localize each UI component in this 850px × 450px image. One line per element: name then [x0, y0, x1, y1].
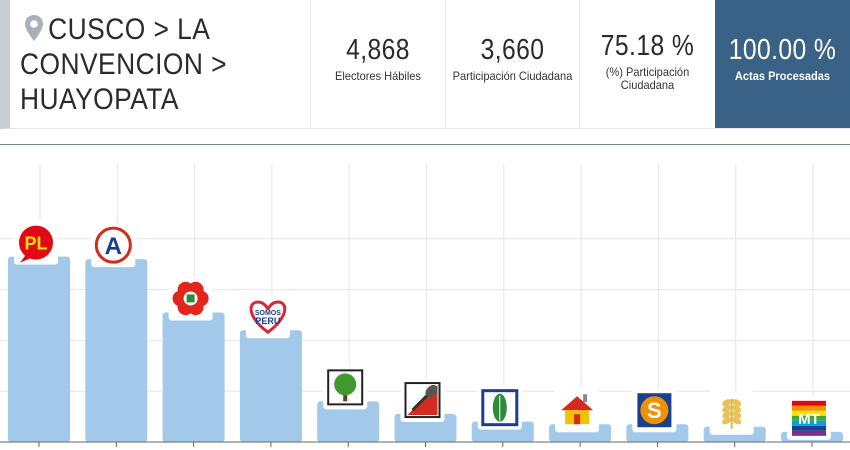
- stat-participacion-ciudadana: 3,660 Participación Ciudadana: [445, 0, 579, 129]
- stat-value: 3,660: [480, 34, 545, 66]
- logo-shape: [792, 410, 826, 416]
- stat-value: 100.00 %: [728, 34, 837, 66]
- stat-electores-habiles: 4,868 Electores Hábiles: [310, 0, 445, 129]
- map-pin-icon: [25, 15, 43, 41]
- logo-shape: [722, 405, 732, 413]
- logo-shape: [19, 225, 53, 260]
- logo-shape: [792, 420, 826, 426]
- logo-shape: [574, 414, 581, 425]
- header-divider: [0, 144, 850, 145]
- logo-shape: [792, 405, 826, 411]
- logo-shape: [722, 411, 732, 419]
- logo-shape: [792, 400, 826, 406]
- logo-shape: [94, 226, 132, 264]
- logo-shape: [732, 411, 742, 419]
- logo-text: PERU: [255, 316, 280, 326]
- accion-popular-logo: A: [91, 223, 136, 268]
- stat-actas-procesadas: 100.00 % Actas Procesadas: [715, 0, 850, 129]
- peru-libre-logo: PL: [14, 220, 58, 265]
- fuerza-popular-logo: [168, 276, 213, 321]
- bar-fuerza-popular: [162, 312, 225, 442]
- logo-shape: [425, 384, 438, 398]
- stat-porcentaje-participacion: 75.18 % (%) Participación Ciudadana: [579, 0, 715, 129]
- bar-tree-party: [317, 401, 380, 442]
- logo-shape: [722, 399, 732, 407]
- logo-shape: [583, 394, 588, 403]
- leaf-party-logo: [477, 385, 522, 430]
- bar-somos-peru: [239, 330, 302, 442]
- wheat-party-logo: [709, 390, 754, 435]
- location-line-1: CUSCO > LA: [48, 13, 211, 46]
- location-box: CUSCO > LA CONVENCION > HUAYOPATA: [0, 0, 310, 129]
- stat-label: Electores Hábiles: [335, 69, 421, 83]
- logo-shape: [20, 254, 32, 263]
- logo-shape: [561, 396, 594, 411]
- logo-shape: [732, 405, 742, 413]
- logo-shape: [792, 415, 826, 421]
- s-party-logo: S: [632, 388, 677, 433]
- stat-value: 4,868: [346, 34, 410, 66]
- logo-shape: [792, 430, 826, 436]
- mt-rainbow-logo: MT: [787, 395, 831, 440]
- logo-shape: [186, 294, 195, 303]
- stat-value: 75.18 %: [600, 30, 695, 62]
- logo-text: MT: [798, 411, 820, 428]
- logo-shape: [722, 417, 732, 425]
- logo-shape: [640, 396, 669, 425]
- logo-text: A: [105, 233, 122, 260]
- tree-party-logo: [323, 365, 368, 410]
- location-line-3: HUAYOPATA: [20, 83, 179, 116]
- house-party-logo: [555, 388, 600, 433]
- logo-shape: [334, 373, 357, 396]
- logo-shape: [732, 399, 742, 407]
- logo-text: PL: [24, 234, 47, 254]
- logo-shape: [732, 417, 742, 425]
- bar-accion-popular: [85, 259, 148, 442]
- logo-shape: [792, 425, 826, 431]
- stat-label: Actas Procesadas: [734, 69, 831, 83]
- stat-label-line-2: Ciudadana: [620, 78, 675, 92]
- logo-text: SOMOS: [255, 310, 281, 317]
- shovel-party-logo: [400, 378, 445, 423]
- location-breadcrumb: CUSCO > LA CONVENCION > HUAYOPATA: [20, 12, 275, 117]
- location-line-2: CONVENCION >: [20, 48, 227, 81]
- stat-label: Participación Ciudadana: [452, 69, 573, 83]
- header-summary: CUSCO > LA CONVENCION > HUAYOPATA 4,868 …: [0, 0, 850, 129]
- logo-text: S: [647, 398, 662, 423]
- stat-label-line-1: (%) Participación: [605, 65, 690, 79]
- bar-peru-libre: [8, 256, 70, 442]
- logo-shape: [249, 300, 287, 335]
